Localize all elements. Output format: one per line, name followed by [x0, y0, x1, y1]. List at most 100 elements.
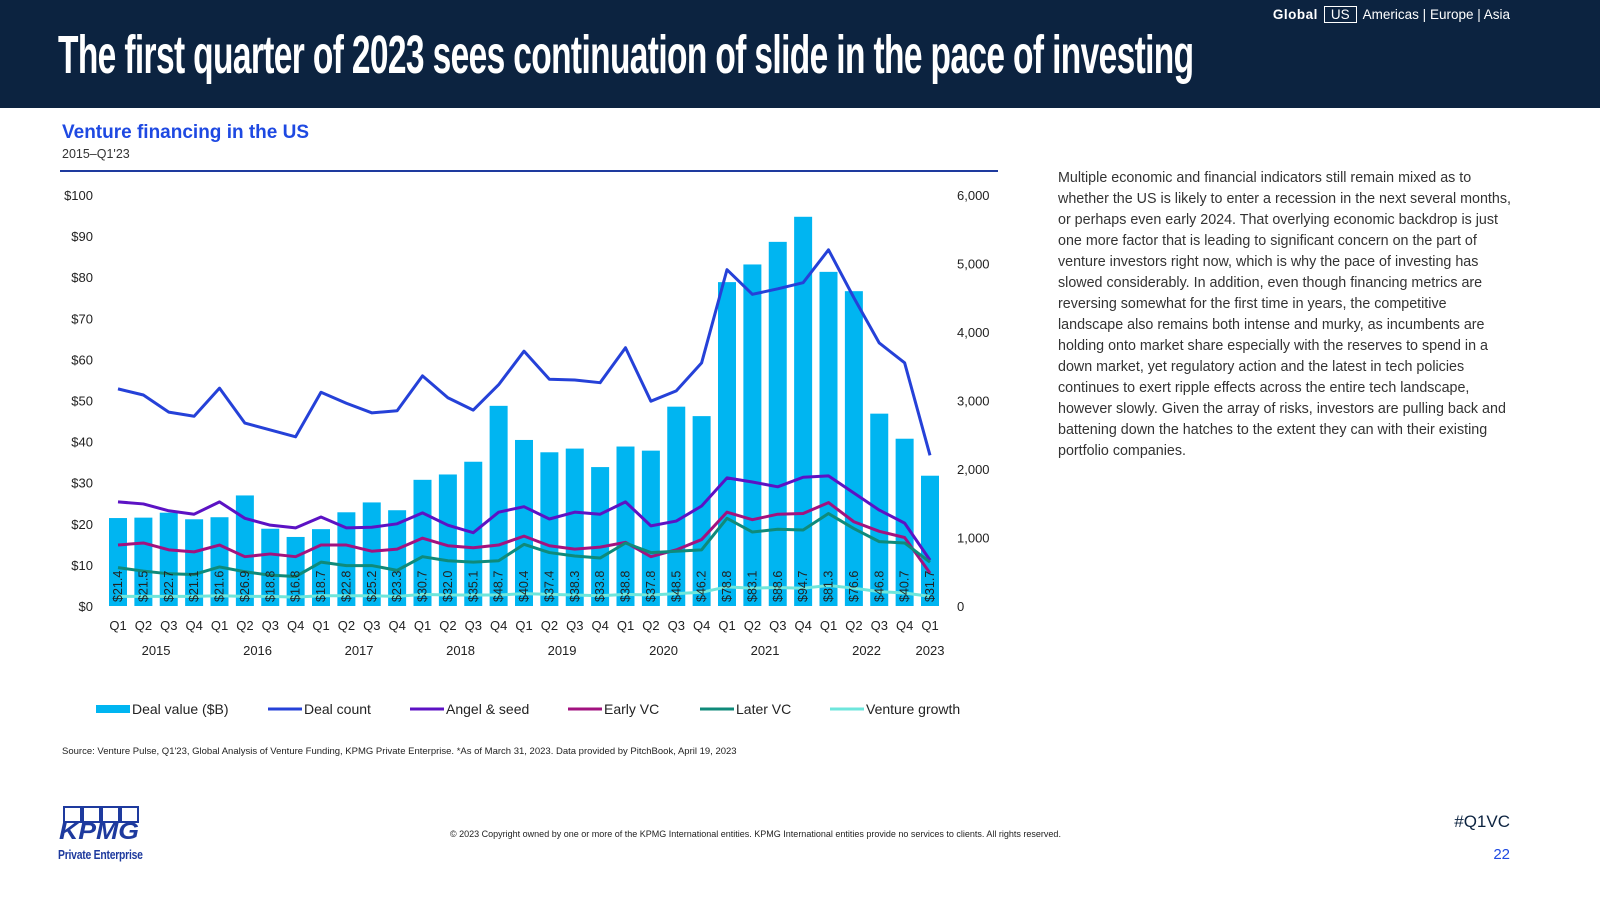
bar-deal-value	[794, 216, 813, 606]
bar-data-label: $25.2	[365, 571, 379, 602]
bar-data-label: $21.5	[136, 571, 150, 602]
legend-label: Later VC	[736, 701, 791, 717]
bar-data-label: $33.8	[593, 571, 607, 602]
right-axis-tick: 0	[957, 599, 964, 614]
hashtag: #Q1VC	[1454, 812, 1510, 831]
bar-data-label: $30.7	[416, 571, 430, 602]
bar-deal-value	[210, 517, 229, 606]
x-axis-quarter-label: Q4	[185, 618, 202, 633]
bar-data-label: $18.7	[314, 571, 328, 602]
bar-deal-value	[844, 291, 863, 606]
bar-data-label: $31.7	[923, 571, 937, 602]
bar-deal-value	[235, 495, 254, 606]
x-axis-quarter-label: Q1	[718, 618, 735, 633]
bar-data-label: $37.8	[644, 571, 658, 602]
legend-label: Angel & seed	[446, 701, 529, 717]
bar-data-label: $26.9	[238, 571, 252, 602]
bar-deal-value	[667, 406, 686, 606]
bar-data-label: $38.3	[568, 571, 582, 602]
region-us-link[interactable]: US	[1323, 6, 1357, 23]
left-axis-tick: $20	[71, 517, 93, 532]
bar-data-label: $21.4	[111, 571, 125, 602]
x-axis-quarter-label: Q3	[566, 618, 583, 633]
x-axis-quarter-label: Q4	[896, 618, 913, 633]
bar-data-label: $18.8	[263, 571, 277, 602]
bar-deal-value	[565, 448, 584, 606]
bar-data-label: $46.8	[872, 571, 886, 602]
bar-data-label: $94.7	[796, 571, 810, 602]
bar-deal-value	[185, 519, 204, 606]
kpmg-logo-mark: KPMG	[59, 806, 139, 845]
right-axis-tick: 4,000	[957, 325, 990, 340]
x-axis-year-label: 2020	[649, 643, 678, 658]
x-axis-quarter-label: Q1	[414, 618, 431, 633]
x-axis-year-label: 2015	[142, 643, 171, 658]
x-axis-year-label: 2018	[446, 643, 475, 658]
x-axis-quarter-label: Q3	[465, 618, 482, 633]
left-axis-tick: $40	[71, 435, 93, 450]
bar-data-label: $48.5	[669, 571, 683, 602]
x-axis-quarter-label: Q1	[515, 618, 532, 633]
x-axis-quarter-label: Q1	[312, 618, 329, 633]
bar-deal-value	[718, 282, 736, 606]
bar-data-label: $38.8	[619, 571, 633, 602]
region-nav: Global US Americas | Europe | Asia	[1273, 6, 1510, 23]
bar-data-label: $48.7	[492, 571, 506, 602]
x-axis-year-label: 2021	[751, 643, 780, 658]
x-axis-quarter-label: Q4	[388, 618, 405, 633]
bar-deal-value	[438, 474, 457, 606]
x-axis-quarter-label: Q2	[439, 618, 456, 633]
left-axis-tick: $10	[71, 558, 93, 573]
bar-deal-value	[388, 510, 407, 606]
legend-label: Deal value ($B)	[132, 701, 229, 717]
divider	[60, 170, 998, 172]
svg-text:KPMG: KPMG	[59, 818, 139, 840]
legend-label: Deal count	[304, 701, 371, 717]
bar-data-label: $88.6	[771, 571, 785, 602]
line-early-vc	[117, 501, 932, 574]
x-axis-quarter-label: Q2	[236, 618, 253, 633]
kpmg-logo: KPMG Private Enterprise	[58, 806, 164, 862]
x-axis-quarter-label: Q4	[287, 618, 304, 633]
bar-data-label: $83.1	[745, 571, 759, 602]
x-axis-year-label: 2019	[548, 643, 577, 658]
bar-data-label: $78.8	[720, 571, 734, 602]
bar-data-label: $22.7	[162, 571, 176, 602]
x-axis-quarter-label: Q3	[769, 618, 786, 633]
x-axis-quarter-label: Q2	[744, 618, 761, 633]
line-venture-growth	[118, 583, 931, 599]
left-axis-tick: $90	[71, 229, 93, 244]
bar-deal-value	[261, 528, 280, 606]
line-later-vc	[117, 512, 931, 579]
x-axis-year-label: 2022	[852, 643, 881, 658]
bar-deal-value	[591, 467, 610, 606]
bar-data-label: $23.3	[390, 571, 404, 602]
bar-data-label: $32.0	[441, 571, 455, 602]
x-axis-year-label: 2017	[345, 643, 374, 658]
bar-data-label: $46.2	[695, 571, 709, 602]
left-axis-tick: $30	[71, 476, 93, 491]
bar-deal-value	[413, 479, 432, 606]
right-axis-tick: 6,000	[957, 188, 990, 203]
left-axis-tick: $50	[71, 394, 93, 409]
x-axis-quarter-label: Q4	[591, 618, 608, 633]
bar-deal-value	[641, 450, 660, 606]
bar-deal-value	[921, 475, 939, 606]
bar-data-label: $40.7	[898, 571, 912, 602]
commentary-text: Multiple economic and financial indicato…	[1058, 170, 1511, 459]
bar-deal-value	[768, 241, 787, 606]
x-axis-quarter-label: Q4	[490, 618, 507, 633]
page-number: 22	[1493, 846, 1510, 863]
legend-label: Early VC	[604, 701, 659, 717]
x-axis-quarter-label: Q2	[642, 618, 659, 633]
chart-subtitle: 2015–Q1'23	[62, 147, 130, 161]
bar-deal-value	[692, 416, 711, 606]
right-axis-tick: 5,000	[957, 257, 990, 272]
right-axis-tick: 3,000	[957, 394, 990, 409]
region-others-links[interactable]: Americas | Europe | Asia	[1362, 7, 1510, 22]
bar-data-label: $16.8	[289, 571, 303, 602]
bar-data-label: $40.4	[517, 571, 531, 602]
line-angel-seed	[117, 474, 932, 561]
region-global-link[interactable]: Global	[1272, 7, 1318, 22]
left-axis-tick: $0	[79, 599, 93, 614]
